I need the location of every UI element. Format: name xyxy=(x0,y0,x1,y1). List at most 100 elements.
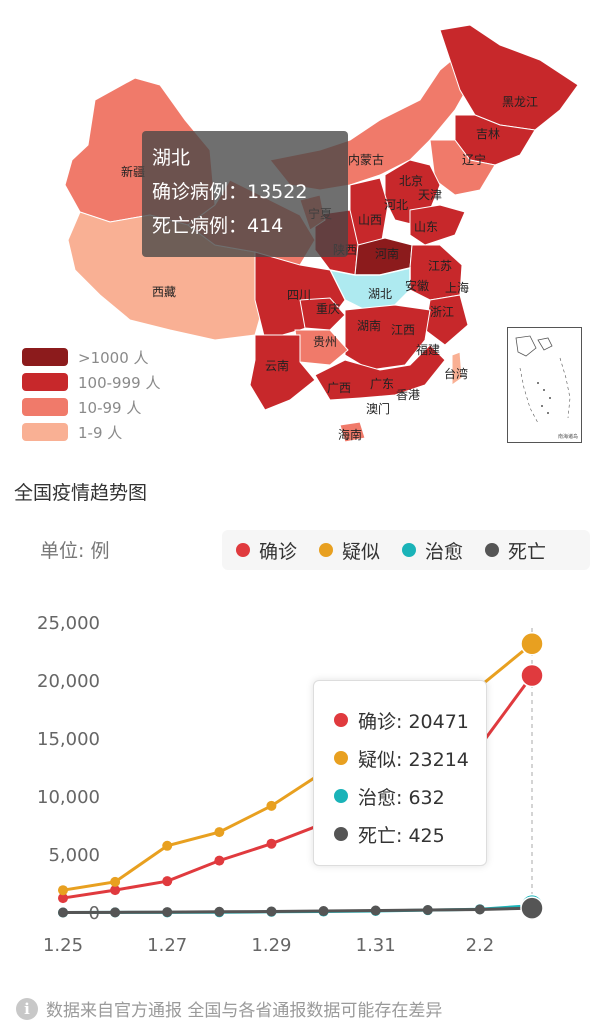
data-point xyxy=(58,907,68,918)
map-region-taiwan[interactable] xyxy=(451,351,463,386)
label-henan: 河南 xyxy=(375,246,399,261)
label-yunnan: 云南 xyxy=(265,358,289,373)
chart-tooltip-text: 疑似: 23214 xyxy=(358,748,469,771)
map-tooltip-confirmed: 确诊病例：13522 xyxy=(152,181,308,203)
map-tooltip-province: 湖北 xyxy=(152,147,191,169)
data-point xyxy=(214,827,225,838)
chart-tooltip-text: 死亡: 425 xyxy=(358,824,445,847)
data-point xyxy=(370,905,381,916)
chart-tooltip-row: 死亡: 425 xyxy=(334,815,486,853)
map-region-heilongjiang[interactable] xyxy=(439,24,579,131)
map-legend-item[interactable]: 1-9 人 xyxy=(22,421,160,443)
label-xinjiang: 新疆 xyxy=(121,164,145,179)
series-legend-dot xyxy=(319,543,334,557)
data-point xyxy=(110,876,121,887)
unit-label: 单位: 例 xyxy=(40,540,110,562)
label-jiangsu: 江苏 xyxy=(428,259,452,273)
data-point xyxy=(266,906,277,917)
data-point xyxy=(214,906,225,917)
map-region-yunnan[interactable] xyxy=(249,334,316,411)
map-legend-swatch xyxy=(22,373,68,391)
series-legend-label: 治愈 xyxy=(425,540,464,563)
label-jilin: 吉林 xyxy=(476,127,500,141)
series-legend-label: 死亡 xyxy=(508,540,547,563)
map-region-guangdong[interactable] xyxy=(314,344,446,401)
label-hunan: 湖南 xyxy=(357,318,381,333)
label-fujian: 福建 xyxy=(416,342,440,357)
data-point xyxy=(318,906,329,917)
south-china-sea-inset-map xyxy=(515,335,571,424)
data-point xyxy=(58,885,68,896)
map-region-hunan[interactable] xyxy=(344,304,431,371)
map-legend-swatch xyxy=(22,348,68,366)
label-shanxi: 山西 xyxy=(358,213,382,227)
x-tick-label: 1.25 xyxy=(43,935,83,956)
data-point xyxy=(162,876,173,887)
series-legend-item[interactable]: 治愈 xyxy=(402,537,463,564)
y-tick-label: 20,000 xyxy=(37,671,100,692)
series-legend-item[interactable]: 死亡 xyxy=(485,537,546,564)
chart-tooltip-text: 确诊: 20471 xyxy=(358,710,469,733)
map-region-chongqing[interactable] xyxy=(299,297,346,331)
label-guangxi: 广西 xyxy=(327,381,351,395)
data-point xyxy=(214,855,225,866)
data-point xyxy=(110,907,121,918)
map-legend-item[interactable]: 10-99 人 xyxy=(22,396,160,418)
series-legend-dot xyxy=(402,543,417,557)
map-legend-label: 1-9 人 xyxy=(78,423,123,442)
y-tick-label: 15,000 xyxy=(37,729,100,750)
label-heilongjiang: 黑龙江 xyxy=(502,95,538,109)
data-point xyxy=(266,838,277,849)
map-legend-label: 10-99 人 xyxy=(78,398,142,417)
x-tick-label: 1.27 xyxy=(147,935,187,956)
footer: i 数据来自官方通报 全国与各省通报数据可能存在差异 xyxy=(16,996,442,1021)
x-tick-label: 1.31 xyxy=(356,935,396,956)
series-legend-item[interactable]: 确诊 xyxy=(236,537,297,564)
chart-tooltip-dot xyxy=(334,751,348,765)
label-tianjin: 天津 xyxy=(418,188,442,202)
x-tick-label: 2.2 xyxy=(466,935,495,956)
data-point xyxy=(520,896,544,920)
series-legend-dot xyxy=(236,543,250,557)
inset-caption: 南海诸岛 xyxy=(557,434,578,440)
data-point xyxy=(58,893,68,904)
x-tick-label: 1.29 xyxy=(251,935,291,956)
map-region-hubei[interactable] xyxy=(328,267,411,311)
label-chongqing: 重庆 xyxy=(316,302,340,316)
map-legend-item[interactable]: 100-999 人 xyxy=(22,371,160,393)
map-legend-item[interactable]: >1000 人 xyxy=(22,346,160,368)
chart-tooltip-row: 确诊: 20471 xyxy=(334,701,486,739)
data-point xyxy=(162,840,173,851)
label-guizhou: 贵州 xyxy=(313,335,337,349)
map-region-hainan[interactable] xyxy=(339,421,366,443)
chart-tooltip-text: 治愈: 632 xyxy=(358,786,445,809)
label-xianggang: 香港 xyxy=(396,388,420,402)
data-point xyxy=(422,904,433,915)
label-neimenggu: 内蒙古 xyxy=(348,152,384,167)
south-china-sea-inset: 南海诸岛 xyxy=(507,327,582,443)
label-guangdong: 广东 xyxy=(370,377,394,391)
data-point xyxy=(162,907,173,918)
label-hainan: 海南 xyxy=(338,427,362,442)
map-legend: >1000 人 100-999 人 10-99 人 1-9 人 xyxy=(22,346,160,446)
chart-tooltip-dot xyxy=(334,827,348,841)
series-legend-dot xyxy=(485,543,500,557)
map-region-zhejiang[interactable] xyxy=(424,294,469,346)
label-zhejiang: 浙江 xyxy=(430,305,454,319)
y-tick-label: 10,000 xyxy=(37,787,100,808)
map-tooltip-deaths: 死亡病例：414 xyxy=(152,215,284,237)
info-icon: i xyxy=(16,997,38,1020)
series-line xyxy=(62,906,533,915)
series-legend-item[interactable]: 疑似 xyxy=(319,537,380,564)
map-region-shandong[interactable] xyxy=(409,204,466,246)
label-beijing: 北京 xyxy=(399,174,423,188)
label-xizang: 西藏 xyxy=(152,285,176,299)
chart-tooltip-row: 治愈: 632 xyxy=(334,777,486,815)
y-tick-label: 25,000 xyxy=(37,613,100,634)
data-point xyxy=(520,663,544,688)
map-legend-swatch xyxy=(22,398,68,416)
chart-tooltip: 确诊: 20471 疑似: 23214 治愈: 632 死亡: 425 xyxy=(313,680,487,866)
series-legend-label: 确诊 xyxy=(259,540,298,563)
chart-tooltip-dot xyxy=(334,713,348,727)
